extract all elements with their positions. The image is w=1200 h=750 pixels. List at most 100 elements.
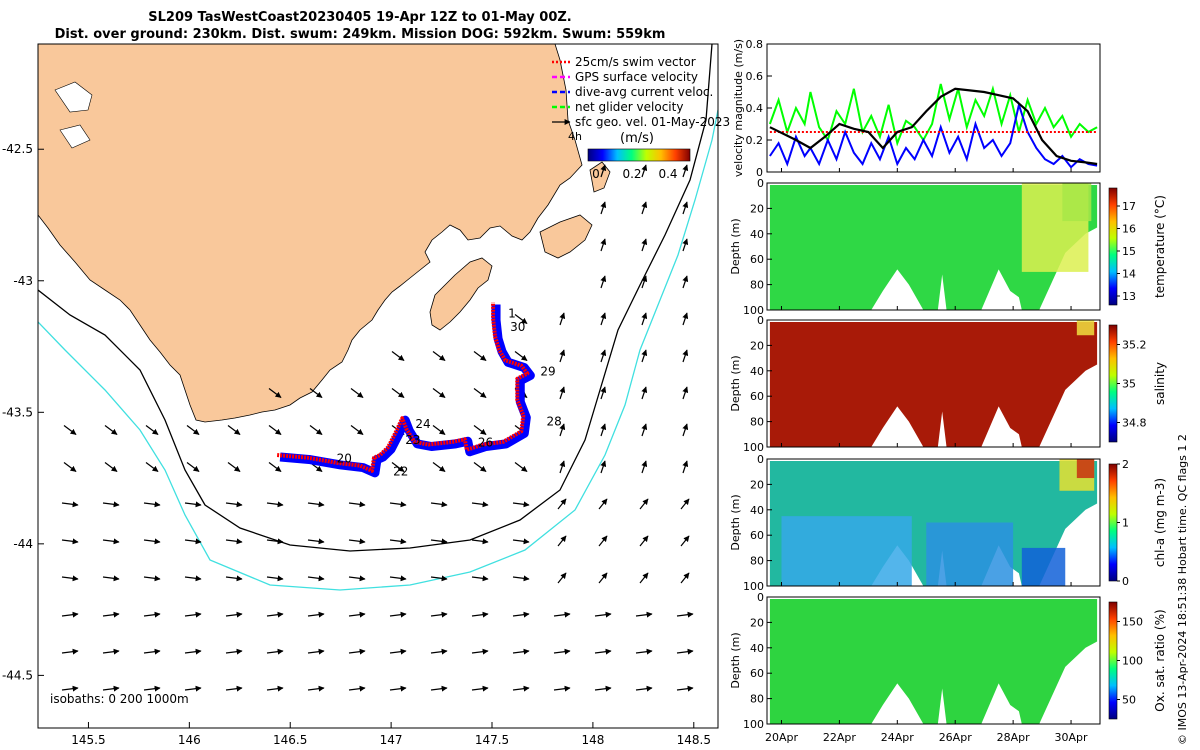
time-tick-label: 22Apr <box>823 731 857 744</box>
section-y-tick-label: 80 <box>750 416 764 429</box>
swim-vector-band <box>276 302 530 473</box>
velocity-arrow <box>432 351 446 361</box>
velocity-arrow <box>682 275 689 289</box>
velocity-arrow <box>268 425 282 435</box>
velocity-arrow <box>682 238 689 252</box>
velocity-arrow <box>641 312 648 326</box>
section-colorbar-tick-label: 0 <box>1122 575 1129 588</box>
velocity-arrow <box>430 501 448 508</box>
section-data-fill <box>769 322 1098 447</box>
velocity-arrow <box>268 462 282 472</box>
time-tick-label: 20Apr <box>765 731 799 744</box>
velocity-arrow <box>430 538 448 545</box>
section-data-patch <box>781 516 912 586</box>
velocity-arrow <box>389 648 407 655</box>
velocity-arrow <box>639 535 649 547</box>
map-colorbar-prefix: 4h <box>568 130 582 143</box>
velocity-arrow <box>594 611 612 618</box>
section-panel: 0 20 40 60 80 100 Depth (m) 2 1 0 chl-a (mg m-3) <box>729 453 1167 593</box>
velocity-arrow <box>514 351 528 361</box>
section-y-tick-label: 20 <box>750 339 764 352</box>
velocity-arrow <box>600 386 607 400</box>
section-colorbar-tick-label: 150 <box>1122 616 1143 629</box>
day-label: 23 <box>405 433 420 447</box>
map-colorbar: (m/s) 4h 0 0.2 0.4 <box>568 130 691 181</box>
velocity-arrow <box>430 575 448 582</box>
velocity-arrow <box>225 611 243 618</box>
velocity-arrow <box>266 538 284 545</box>
time-tick-label: 24Apr <box>881 731 915 744</box>
velocity-arrow <box>680 498 690 510</box>
velocity-arrow <box>598 535 608 547</box>
legend-label: sfc geo. vel. 01-May-2023 <box>575 115 730 129</box>
velocity-arrow <box>600 275 607 289</box>
velocity-arrow <box>682 386 689 400</box>
day-label: 22 <box>393 464 408 478</box>
velocity-y-tick-label: 0.4 <box>746 102 764 115</box>
section-ylabel: Depth (m) <box>729 632 742 688</box>
section-colorbar <box>1108 601 1118 720</box>
day-label: 30 <box>510 320 525 334</box>
section-axes-box <box>766 596 1101 725</box>
velocity-arrow <box>102 501 120 508</box>
section-data-patch <box>926 522 1014 586</box>
velocity-arrow <box>61 575 79 582</box>
section-colorbar-tick-label: 14 <box>1122 268 1136 281</box>
velocity-arrow <box>600 460 607 474</box>
velocity-arrow <box>473 425 487 435</box>
day-label: 28 <box>546 414 561 428</box>
velocity-arrow <box>430 685 448 692</box>
velocity-arrow <box>430 611 448 618</box>
velocity-arrow <box>594 648 612 655</box>
velocity-arrow <box>102 575 120 582</box>
glider-track <box>276 302 535 478</box>
section-axes-box <box>766 182 1101 311</box>
velocity-arrow <box>225 685 243 692</box>
velocity-arrow <box>512 575 530 582</box>
section-y-tick-label: 20 <box>750 202 764 215</box>
velocity-arrow <box>471 575 489 582</box>
day-label: 20 <box>337 451 352 465</box>
section-colorbar-tick-label: 15 <box>1122 245 1136 258</box>
map-y-tick-label: -42.5 <box>2 142 33 156</box>
velocity-arrow <box>512 538 530 545</box>
velocity-arrow <box>471 501 489 508</box>
velocity-arrow <box>553 685 571 692</box>
velocity-arrow <box>391 462 405 472</box>
velocity-arrow <box>600 238 607 252</box>
velocity-arrow <box>432 462 446 472</box>
legend-label: dive-avg current veloc. <box>575 85 713 99</box>
velocity-arrow <box>473 351 487 361</box>
map-y-tick-label: -43 <box>13 274 33 288</box>
velocity-arrow <box>266 575 284 582</box>
velocity-arrow <box>676 685 694 692</box>
velocity-y-tick-label: 0.2 <box>746 134 764 147</box>
section-y-tick-label: 100 <box>743 304 764 317</box>
land-bruny-island <box>429 257 493 331</box>
velocity-arrow <box>430 648 448 655</box>
velocity-arrow <box>635 648 653 655</box>
section-colorbar-tick-label: 17 <box>1122 200 1136 213</box>
section-y-tick-label: 0 <box>757 314 764 327</box>
velocity-arrow <box>61 648 79 655</box>
section-y-tick-label: 40 <box>750 365 764 378</box>
section-ylabel: Depth (m) <box>729 218 742 274</box>
velocity-arrow <box>559 349 566 363</box>
map-x-tick-label: 148.5 <box>677 733 711 747</box>
velocity-arrow <box>266 685 284 692</box>
velocity-arrow <box>594 685 612 692</box>
section-y-tick-label: 40 <box>750 504 764 517</box>
figure-title-line2: Dist. over ground: 230km. Dist. swum: 24… <box>54 27 666 42</box>
velocity-arrow <box>309 425 323 435</box>
velocity-arrow <box>102 538 120 545</box>
map-x-tick-label: 146 <box>178 733 201 747</box>
velocity-arrow <box>143 685 161 692</box>
velocity-arrow <box>389 575 407 582</box>
velocity-arrow <box>514 462 528 472</box>
velocity-arrow <box>682 312 689 326</box>
map-x-tick-label: 147.5 <box>475 733 509 747</box>
velocity-arrow <box>682 164 689 178</box>
velocity-arrow <box>348 648 366 655</box>
velocity-arrow <box>559 460 566 474</box>
